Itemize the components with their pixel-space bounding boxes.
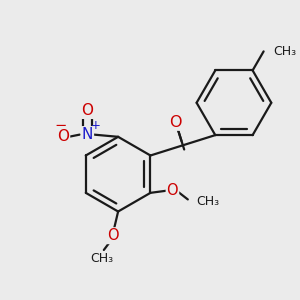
Text: −: − bbox=[55, 118, 67, 133]
Text: O: O bbox=[107, 228, 118, 243]
Text: O: O bbox=[57, 129, 69, 144]
Text: CH₃: CH₃ bbox=[196, 195, 220, 208]
Text: CH₃: CH₃ bbox=[274, 45, 297, 58]
Text: O: O bbox=[169, 115, 182, 130]
Text: CH₃: CH₃ bbox=[90, 252, 113, 265]
Text: N: N bbox=[82, 127, 93, 142]
Text: +: + bbox=[91, 119, 101, 132]
Text: O: O bbox=[81, 103, 93, 118]
Text: O: O bbox=[167, 183, 178, 198]
